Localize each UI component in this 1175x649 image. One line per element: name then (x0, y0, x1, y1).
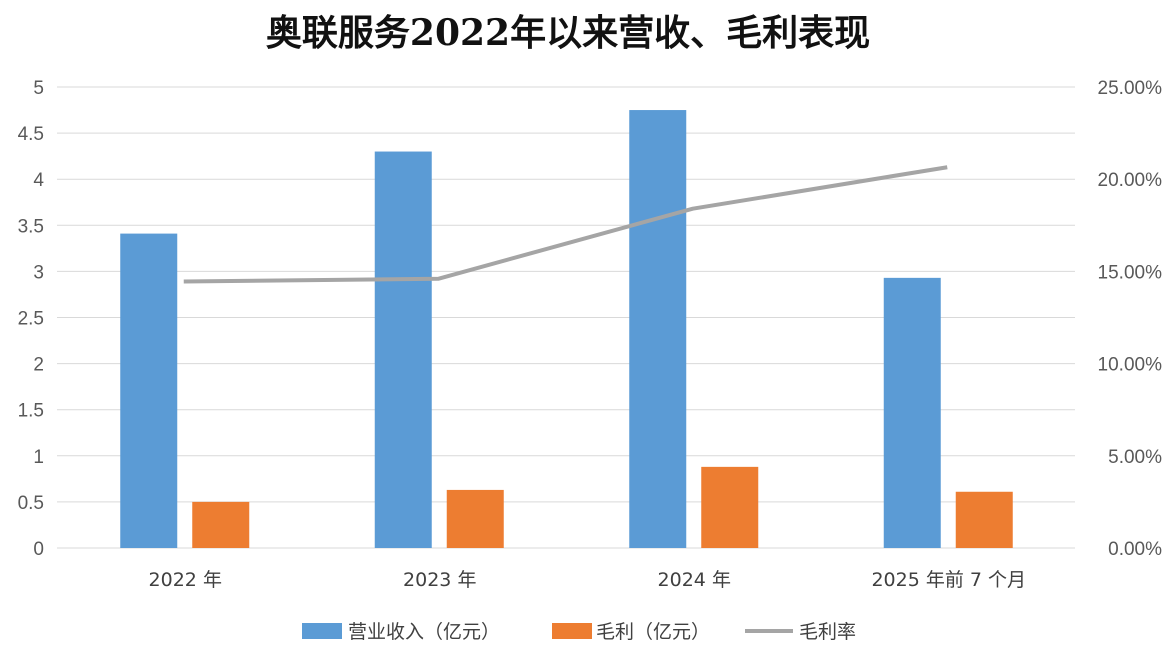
y-left-tick-label: 3.5 (18, 216, 44, 237)
y-right-tick-label: 10.00% (1098, 355, 1163, 376)
bar (446, 489, 504, 548)
x-tick-label: 2022 年 (149, 569, 222, 591)
series-line (183, 165, 948, 284)
bar (374, 151, 432, 549)
y-left-tick-label: 1.5 (18, 401, 44, 422)
y-right-tick-label: 20.00% (1098, 170, 1163, 191)
y-left-tick-label: 0 (33, 539, 44, 560)
chart-title: 奥联服务2022年以来营收、毛利表现 (266, 12, 870, 54)
y-right-tick-label: 5.00% (1108, 447, 1162, 468)
legend-swatch (302, 623, 342, 639)
bar (192, 501, 250, 548)
y-right-tick-label: 15.00% (1098, 262, 1163, 283)
legend-label: 毛利率 (799, 621, 856, 643)
margin-line (183, 165, 948, 284)
y-left-tick-label: 1 (33, 447, 44, 468)
y-left-tick-label: 5 (33, 78, 44, 99)
y-left-tick-label: 4.5 (18, 124, 44, 145)
y-left-tick-label: 4 (33, 170, 44, 191)
bar (120, 233, 178, 548)
y-right-tick-label: 25.00% (1098, 78, 1163, 99)
bar (883, 277, 941, 548)
x-axis: 2022 年 2023 年 2024 年 2025 年前 7 个月 (149, 569, 1026, 591)
legend-swatch (552, 623, 592, 639)
x-tick-label: 2025 年前 7 个月 (871, 569, 1026, 591)
legend: 营业收入（亿元） 毛利（亿元） 毛利率 (302, 621, 856, 643)
left-axis: 0 0.5 1 1.5 2 2.5 3 3.5 4 4.5 5 (18, 78, 45, 560)
bars (120, 110, 1013, 549)
bar (629, 110, 687, 549)
y-left-tick-label: 2 (33, 355, 44, 376)
y-right-tick-label: 0.00% (1108, 539, 1162, 560)
bar (701, 466, 759, 548)
right-axis: 0.00% 5.00% 10.00% 15.00% 20.00% 25.00% (1098, 78, 1163, 560)
y-left-tick-label: 3 (33, 262, 44, 283)
legend-label: 毛利（亿元） (596, 621, 710, 643)
y-left-tick-label: 0.5 (18, 493, 44, 514)
x-tick-label: 2023 年 (403, 569, 476, 591)
x-tick-label: 2024 年 (658, 569, 731, 591)
bar (955, 491, 1013, 548)
legend-label: 营业收入（亿元） (348, 621, 500, 643)
y-left-tick-label: 2.5 (18, 309, 44, 330)
